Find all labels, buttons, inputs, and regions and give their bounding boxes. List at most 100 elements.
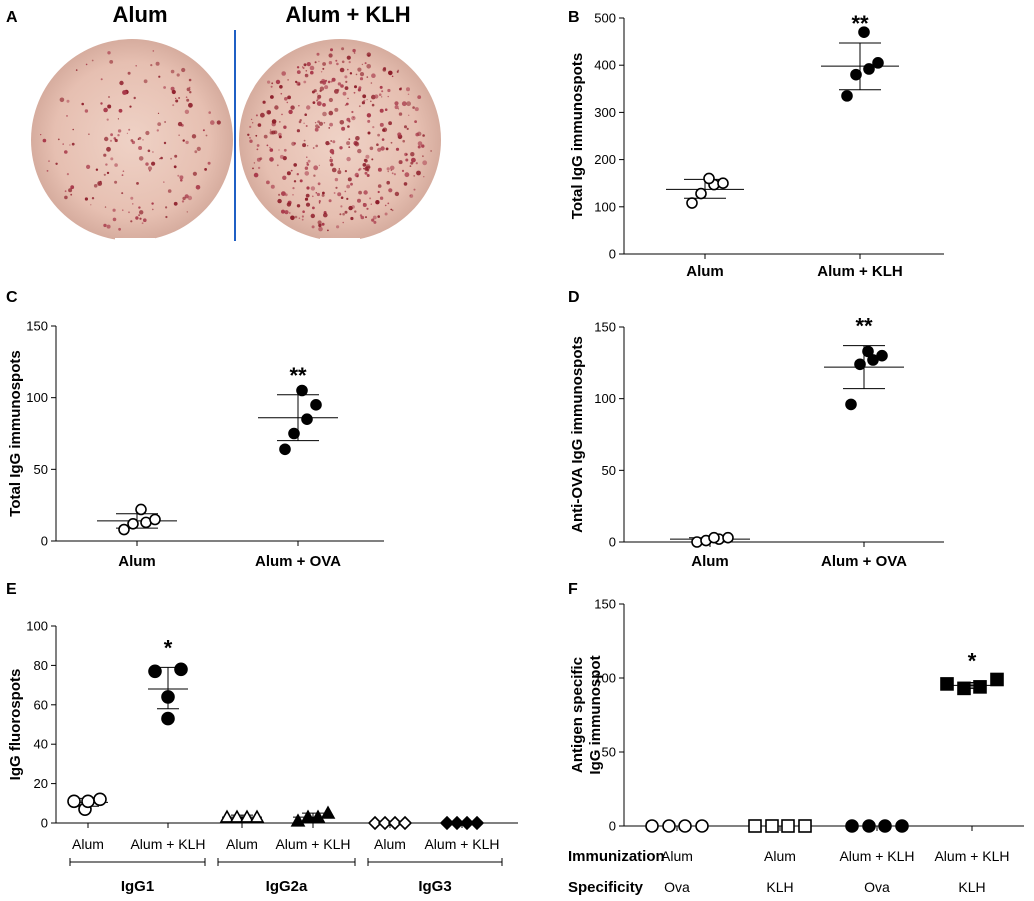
elispot-spot	[401, 101, 407, 107]
elispot-spot	[103, 153, 107, 157]
elispot-spot	[316, 99, 319, 102]
x-category-label: Alum + KLH	[130, 836, 205, 852]
data-point	[459, 815, 475, 831]
elispot-spot	[207, 161, 211, 165]
x-category-label: Alum	[72, 836, 104, 852]
data-point	[449, 815, 465, 831]
elispot-spot	[173, 201, 178, 206]
data-point	[703, 172, 715, 185]
elispot-spot	[322, 80, 327, 85]
elispot-spot	[337, 82, 342, 86]
elispot-spot	[130, 196, 134, 200]
elispot-spot	[328, 199, 332, 203]
y-tick-label: 0	[41, 816, 48, 831]
data-point	[296, 384, 308, 397]
elispot-spot	[318, 200, 321, 203]
data-point	[219, 809, 235, 823]
elispot-spot	[194, 150, 198, 154]
elispot-spot	[340, 196, 344, 199]
data-point	[118, 523, 130, 536]
elispot-spot	[345, 102, 349, 106]
y-axis-label: Total IgG immunospots	[569, 53, 586, 219]
elispot-spot	[259, 157, 263, 161]
elispot-spot	[406, 101, 411, 107]
elispot-spot	[316, 93, 319, 95]
elispot-spot	[105, 163, 108, 166]
elispot-spot	[417, 145, 421, 149]
elispot-spot	[364, 171, 368, 175]
elispot-spot	[163, 86, 167, 89]
elispot-spot	[252, 167, 254, 170]
data-point	[288, 427, 300, 440]
elispot-spot	[333, 192, 336, 194]
specificity-label: Ova	[864, 879, 890, 895]
immunization-label: Alum	[661, 848, 693, 864]
elispot-spot	[271, 119, 277, 124]
elispot-spot	[377, 133, 380, 137]
data-point	[867, 354, 879, 366]
elispot-spot	[339, 213, 342, 216]
panel-letter-e: E	[6, 581, 17, 598]
elispot-spot	[315, 144, 319, 148]
elispot-spot	[90, 204, 92, 206]
elispot-spot	[394, 191, 400, 197]
data-point	[765, 819, 779, 833]
y-tick-label: 100	[594, 391, 616, 406]
elispot-spot	[103, 107, 108, 113]
elispot-spot	[355, 136, 360, 141]
elispot-spot	[138, 136, 142, 140]
elispot-spot	[337, 192, 342, 197]
elispot-spot	[170, 69, 175, 74]
series-group	[290, 805, 336, 827]
elispot-spot	[310, 186, 316, 191]
elispot-spot	[340, 84, 344, 88]
elispot-spot	[354, 172, 359, 178]
panel-letter-a: A	[6, 9, 18, 26]
elispot-spot	[91, 197, 95, 200]
elispot-spot	[185, 96, 188, 98]
elispot-spot	[135, 65, 137, 67]
elispot-spot	[370, 100, 372, 103]
elispot-spot	[382, 68, 387, 72]
elispot-spot	[312, 213, 314, 216]
elispot-spot	[296, 173, 299, 176]
series-group	[67, 792, 108, 817]
elispot-spot	[406, 153, 408, 156]
data-point	[841, 90, 853, 102]
elispot-spot	[75, 69, 78, 71]
elispot-spot	[100, 102, 103, 105]
elispot-spot	[157, 112, 160, 114]
elispot-spot	[68, 188, 73, 193]
elispot-spot	[66, 173, 69, 176]
elispot-spot	[377, 215, 381, 218]
significance-marker: **	[289, 363, 307, 388]
y-axis-label: Anti-OVA IgG immunospots	[569, 336, 586, 533]
elispot-spot	[142, 139, 144, 141]
elispot-spot	[403, 182, 408, 186]
elispot-spot	[302, 143, 307, 148]
elispot-spot	[202, 129, 205, 132]
x-category-label: Alum + KLH	[424, 836, 499, 852]
data-point	[878, 819, 892, 833]
elispot-spot	[270, 184, 275, 189]
elispot-spot	[129, 105, 132, 108]
elispot-spot	[150, 64, 153, 67]
elispot-spot	[366, 64, 372, 69]
elispot-spot	[303, 122, 305, 125]
data-point	[135, 503, 147, 516]
specificity-label: Ova	[664, 879, 690, 895]
elispot-spot	[257, 123, 262, 127]
elispot-spot	[188, 102, 193, 108]
significance-marker: *	[164, 635, 173, 660]
x-category-label: Alum	[226, 836, 258, 852]
elispot-spot	[57, 138, 60, 141]
elispot-spot	[191, 134, 197, 139]
panel-letter-c: C	[6, 289, 18, 306]
elispot-spot	[108, 96, 110, 98]
elispot-spot	[290, 169, 293, 172]
elispot-spot	[369, 197, 372, 200]
well-title-alum: Alum	[113, 2, 168, 27]
data-point	[310, 399, 322, 411]
elispot-spot	[132, 203, 134, 205]
elispot-spot	[315, 192, 318, 194]
